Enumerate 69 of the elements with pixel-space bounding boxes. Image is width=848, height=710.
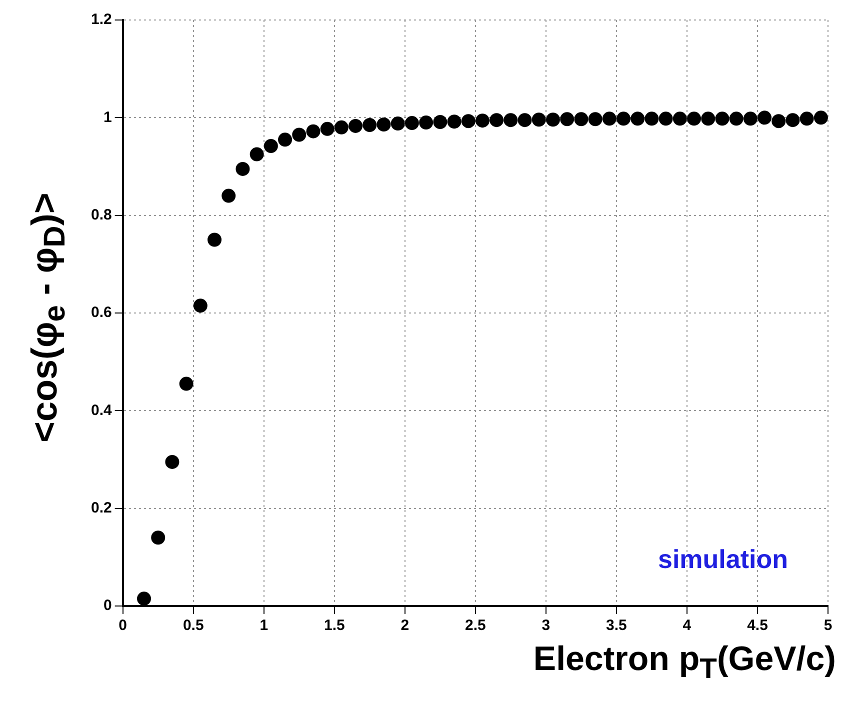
point	[786, 113, 800, 128]
point	[546, 112, 560, 127]
x-axis-title: Electron p$_{T}$(GeV/c)	[533, 640, 836, 686]
point	[179, 376, 194, 391]
x-tick-label: 2.5	[464, 617, 486, 634]
point	[532, 112, 546, 127]
point	[390, 116, 405, 131]
point	[236, 162, 250, 176]
point	[743, 112, 758, 126]
point	[504, 113, 518, 128]
y-tick-label: 0.2	[90, 499, 112, 516]
point	[729, 112, 744, 126]
point	[644, 112, 659, 126]
point	[433, 115, 448, 130]
y-tick-label: 0.4	[90, 402, 112, 419]
point	[222, 188, 236, 203]
point	[447, 114, 462, 129]
point	[348, 118, 363, 133]
y-tick-label: 1.2	[90, 11, 112, 28]
x-tick-label: 0.5	[182, 617, 204, 634]
point	[278, 132, 292, 147]
x-tick-label: 0	[118, 617, 128, 634]
x-tick-label: 1	[260, 617, 268, 634]
point	[306, 124, 320, 138]
point	[461, 114, 476, 128]
x-tick-label: 1.5	[324, 617, 345, 634]
point	[518, 113, 532, 128]
point	[475, 114, 490, 128]
point	[588, 112, 602, 126]
point	[800, 112, 814, 126]
point	[193, 298, 208, 313]
point	[362, 118, 377, 132]
point	[320, 122, 334, 136]
y-tick-label: 0.8	[90, 206, 112, 224]
point	[419, 116, 434, 130]
y-tick-label: 0.6	[90, 304, 112, 322]
point	[151, 530, 166, 545]
point	[758, 110, 772, 125]
point	[616, 112, 631, 126]
point	[574, 112, 588, 126]
point	[264, 138, 278, 153]
point	[165, 454, 180, 469]
point	[630, 112, 645, 126]
y-tick-label: 1	[104, 108, 112, 126]
point	[814, 110, 828, 125]
point	[292, 128, 306, 142]
point	[701, 112, 716, 126]
point	[208, 232, 222, 247]
point	[602, 112, 616, 126]
x-tick-label: 3	[542, 617, 550, 634]
point	[376, 118, 391, 132]
point	[250, 147, 264, 162]
point	[490, 113, 504, 128]
point	[137, 592, 152, 606]
point	[560, 112, 574, 126]
annotation: simulation	[658, 544, 788, 574]
x-tick-label: 5	[824, 617, 832, 634]
point	[404, 116, 419, 130]
point	[772, 114, 786, 128]
point	[658, 112, 673, 126]
point	[334, 120, 348, 134]
x-tick-label: 4	[682, 617, 692, 634]
x-tick-label: 2	[400, 617, 410, 634]
point	[715, 112, 730, 126]
point	[687, 112, 702, 126]
x-tick-label: 4.5	[747, 617, 768, 634]
y-tick-label: 0	[104, 597, 112, 614]
point	[672, 112, 687, 126]
x-tick-label: 3.5	[606, 617, 627, 634]
